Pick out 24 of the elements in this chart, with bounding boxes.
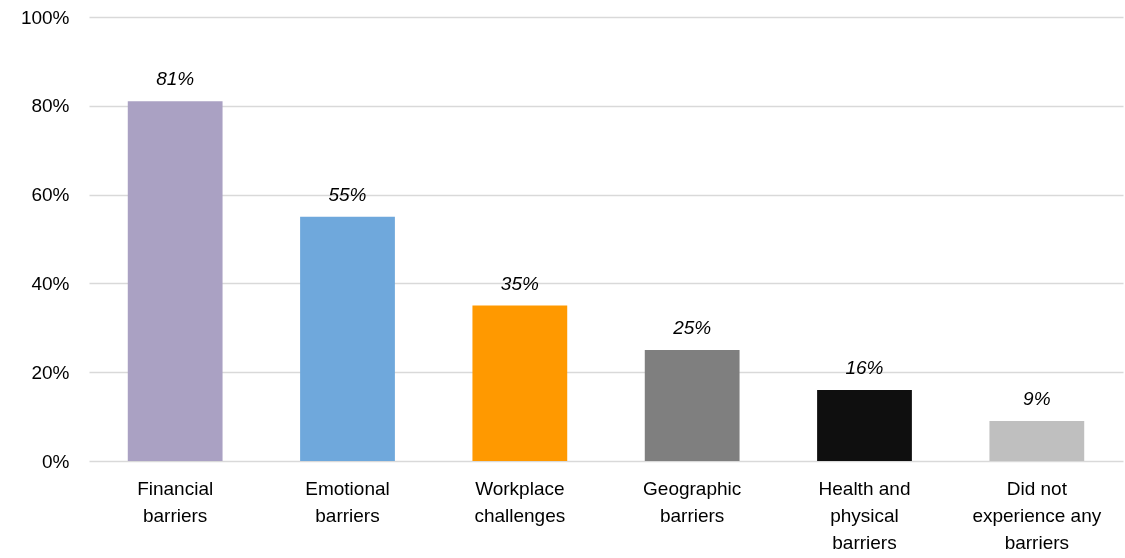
data-label: 16% [845,356,884,378]
x-tick-label: Financial barriers [137,477,214,526]
y-tick-label: 100% [20,6,70,28]
bar [127,101,223,461]
data-label: 55% [328,183,367,205]
x-tick-label: Geographic barriers [643,477,742,526]
x-tick-label: Emotional barriers [305,477,390,526]
y-tick-label: 40% [31,272,70,294]
y-tick-label: 20% [31,361,70,383]
y-tick-label: 60% [31,184,70,206]
data-label: 9% [1023,388,1051,410]
data-label: 35% [500,272,539,294]
y-tick-label: 80% [31,95,70,117]
bar [300,216,395,461]
y-tick-label: 0% [42,450,70,472]
data-label: 25% [672,317,712,338]
x-tick-label: Workplace challenges [474,477,566,526]
x-tick-label: Health and physical barriers [818,477,911,553]
data-label: 81% [156,68,195,90]
bar [644,350,740,461]
bar [472,305,568,461]
bar [989,421,1085,461]
bar [817,389,912,461]
x-tick-label: Did not experience any barriers [972,477,1102,553]
